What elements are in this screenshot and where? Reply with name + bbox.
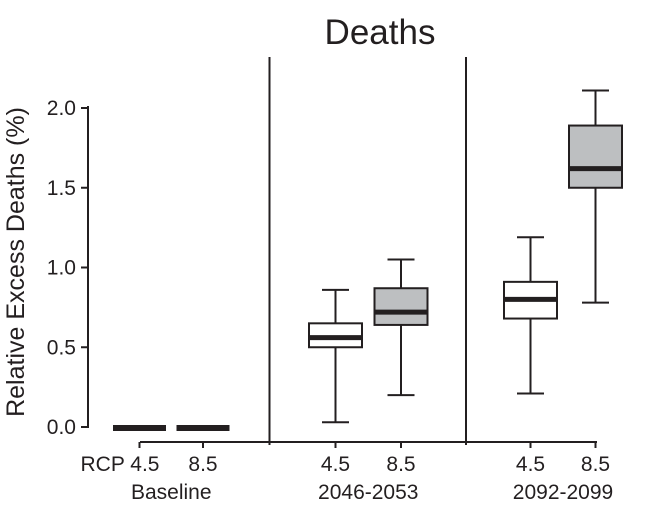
boxplot-2046-2053-rcp85-iqr-box (373, 287, 429, 326)
x-axis-tick-label: 4.5 (321, 453, 350, 476)
chart-title: Deaths (325, 13, 436, 52)
boxplot-2092-2099-rcp85-iqr-box (568, 124, 623, 189)
y-axis-tick-label: 2.0 (47, 97, 76, 120)
x-axis-tick-label: 8.5 (581, 453, 610, 476)
y-axis-tick-label: 0.5 (47, 336, 76, 359)
x-axis-group-label: 2046-2053 (318, 481, 418, 504)
x-axis-tick-label: 8.5 (188, 453, 217, 476)
x-axis-tick-label: RCP 4.5 (81, 453, 160, 476)
x-axis-tick-label: 8.5 (386, 453, 415, 476)
y-axis-tick-label: 1.5 (47, 177, 76, 200)
x-axis-group-label: Baseline (131, 481, 212, 504)
y-axis-tick-label: 1.0 (47, 257, 76, 280)
y-axis-label: Relative Excess Deaths (%) (2, 107, 30, 417)
y-axis-tick-label: 0.0 (47, 416, 76, 439)
x-axis-tick-label: 4.5 (516, 453, 545, 476)
plot-area: 0.0 0.5 1.0 1.5 2.0 RCP 4.5 8.5 Baseline 4.5 8.5 2… (47, 57, 623, 504)
x-axis-group-label: 2092-2099 (513, 481, 613, 504)
